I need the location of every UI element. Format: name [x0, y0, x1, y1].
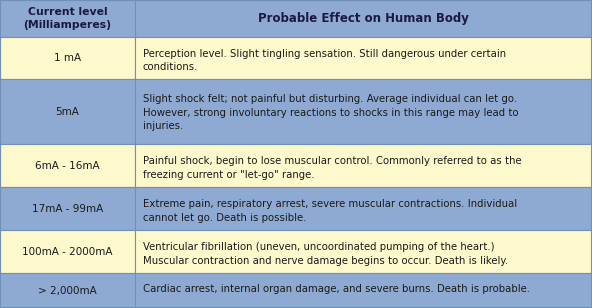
Bar	[135, 0, 592, 37]
Text: 6mA - 16mA: 6mA - 16mA	[35, 161, 100, 171]
Bar	[0, 37, 135, 79]
Bar	[135, 187, 592, 230]
Text: injuries.: injuries.	[143, 121, 183, 132]
Text: Current level
(Milliamperes): Current level (Milliamperes)	[24, 7, 111, 30]
Text: cannot let go. Death is possible.: cannot let go. Death is possible.	[143, 213, 306, 223]
Bar	[0, 0, 135, 37]
Text: Painful shock, begin to lose muscular control. Commonly referred to as the: Painful shock, begin to lose muscular co…	[143, 156, 522, 166]
Text: 100mA - 2000mA: 100mA - 2000mA	[22, 247, 112, 257]
Text: > 2,000mA: > 2,000mA	[38, 286, 97, 296]
Text: conditions.: conditions.	[143, 62, 198, 72]
Bar	[135, 230, 592, 273]
Text: Slight shock felt; not painful but disturbing. Average individual can let go.: Slight shock felt; not painful but distu…	[143, 94, 517, 104]
Text: However, strong involuntary reactions to shocks in this range may lead to: However, strong involuntary reactions to…	[143, 108, 519, 118]
Text: 17mA - 99mA: 17mA - 99mA	[32, 204, 103, 214]
Text: Probable Effect on Human Body: Probable Effect on Human Body	[258, 12, 469, 25]
Bar	[0, 79, 135, 144]
Text: freezing current or "let-go" range.: freezing current or "let-go" range.	[143, 170, 314, 180]
Text: Cardiac arrest, internal organ damage, and severe burns. Death is probable.: Cardiac arrest, internal organ damage, a…	[143, 284, 530, 294]
Bar	[0, 187, 135, 230]
Text: Extreme pain, respiratory arrest, severe muscular contractions. Individual: Extreme pain, respiratory arrest, severe…	[143, 199, 517, 209]
Text: Ventricular fibrillation (uneven, uncoordinated pumping of the heart.): Ventricular fibrillation (uneven, uncoor…	[143, 242, 494, 252]
Text: Perception level. Slight tingling sensation. Still dangerous under certain: Perception level. Slight tingling sensat…	[143, 48, 506, 59]
Bar	[135, 144, 592, 187]
Bar	[0, 273, 135, 308]
Text: 5mA: 5mA	[56, 107, 79, 117]
Bar	[0, 230, 135, 273]
Bar	[135, 79, 592, 144]
Bar	[135, 37, 592, 79]
Bar	[135, 273, 592, 308]
Text: Muscular contraction and nerve damage begins to occur. Death is likely.: Muscular contraction and nerve damage be…	[143, 256, 508, 266]
Bar	[0, 144, 135, 187]
Text: 1 mA: 1 mA	[54, 53, 81, 63]
